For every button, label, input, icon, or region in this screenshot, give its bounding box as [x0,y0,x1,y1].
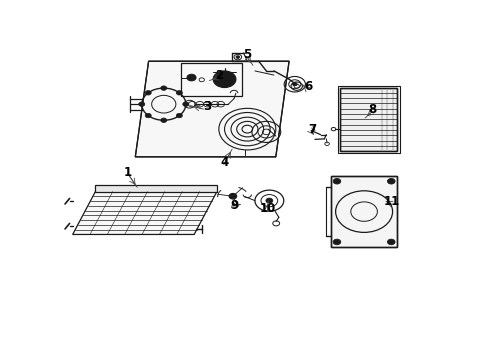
Text: 5: 5 [243,48,251,61]
Text: 3: 3 [203,100,212,113]
Polygon shape [135,61,289,157]
Circle shape [145,113,151,118]
Text: 9: 9 [230,199,238,212]
Bar [338,86,400,153]
Polygon shape [73,192,217,234]
Circle shape [388,179,395,184]
Circle shape [176,91,182,95]
Bar [181,63,242,96]
Circle shape [333,179,341,184]
Text: 6: 6 [304,80,312,93]
Bar [331,176,397,247]
Circle shape [145,91,151,95]
Text: 2: 2 [215,68,223,82]
Bar [331,176,397,247]
Circle shape [183,102,189,107]
Circle shape [161,86,167,90]
Text: 10: 10 [260,202,276,215]
Circle shape [176,113,182,118]
Circle shape [333,239,341,245]
Polygon shape [96,185,217,192]
Circle shape [229,193,237,199]
Circle shape [293,82,297,86]
Text: 8: 8 [368,103,377,116]
Circle shape [161,118,167,122]
Circle shape [266,198,273,203]
Circle shape [187,74,196,81]
Circle shape [213,71,236,87]
Bar [341,87,397,151]
Text: 4: 4 [220,156,229,169]
Bar [341,87,397,151]
Circle shape [139,102,145,107]
Circle shape [236,56,240,58]
Text: 11: 11 [384,195,400,208]
Text: 7: 7 [308,123,316,136]
Text: 1: 1 [123,166,132,179]
Circle shape [388,239,395,245]
